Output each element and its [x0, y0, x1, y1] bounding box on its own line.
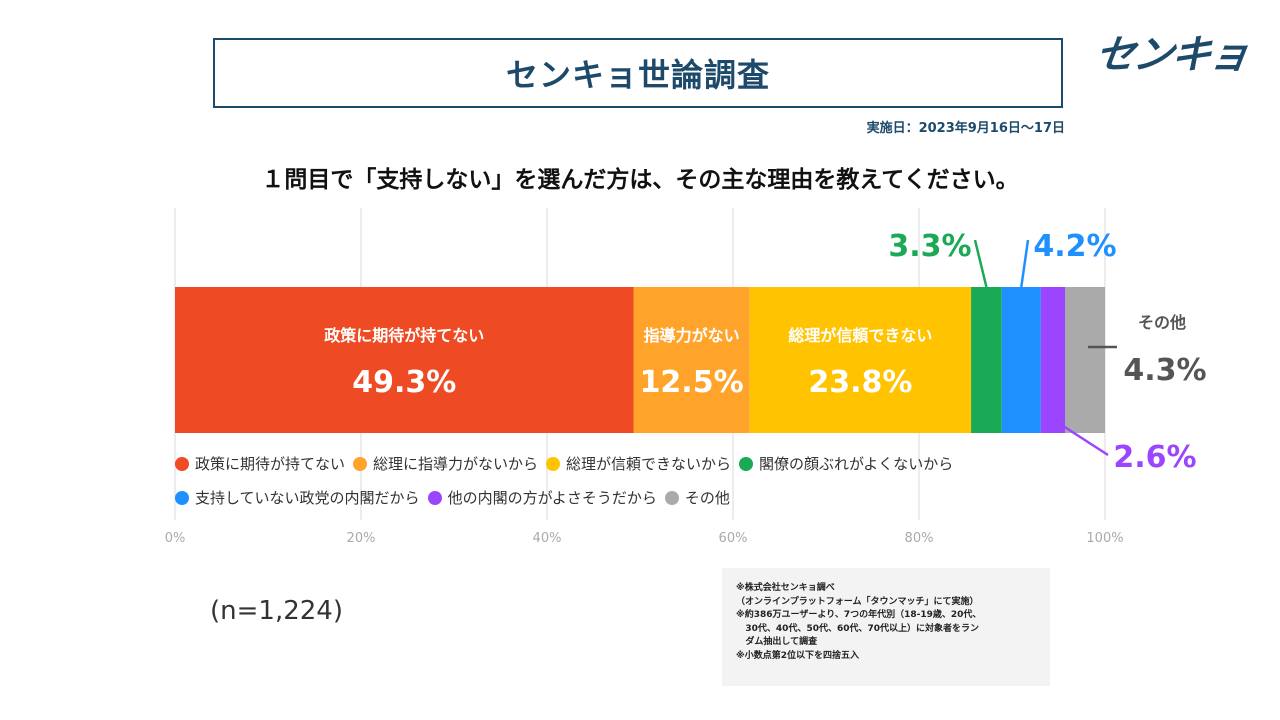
bar-segment [175, 287, 634, 433]
segment-value-label: 23.8% [808, 365, 912, 400]
legend-item: 総理が信頼できないから [546, 448, 731, 480]
segment-category-label: 政策に期待が持てない [324, 326, 484, 345]
data-label: 4.2% [1033, 229, 1116, 264]
legend-item: 総理に指導力がないから [353, 448, 538, 480]
x-tick-label: 60% [719, 531, 748, 546]
bar-segment [1065, 287, 1105, 433]
x-tick-label: 0% [165, 531, 186, 546]
note-line: ダム抽出して調査 [736, 637, 818, 647]
legend-label: 政策に期待が持てない [195, 455, 346, 473]
legend-label: 支持していない政党の内閣だから [195, 489, 420, 507]
note-line: （オンラインプラットフォーム「タウンマッチ」にて実施） [736, 596, 979, 607]
segment-value-label: 49.3% [352, 365, 456, 400]
data-label: 3.3% [888, 229, 971, 264]
legend-swatch [664, 491, 679, 505]
legend-item: 政策に期待が持てない [175, 448, 345, 480]
data-label: 4.3% [1123, 353, 1206, 388]
segment-category-label: 指導力がない [644, 326, 740, 345]
segment-category-label: その他 [1138, 313, 1186, 332]
bar-segment [1001, 287, 1041, 433]
x-tick-label: 20% [347, 531, 376, 546]
bar-segment [633, 287, 750, 433]
legend-label: 閣僚の顔ぶれがよくないから [759, 455, 954, 473]
legend-item: その他 [664, 482, 730, 514]
data-label: 2.6% [1113, 440, 1196, 475]
note-line: ※株式会社センキョ調べ [736, 583, 835, 593]
note-line: ※約386万ユーザーより、7つの年代別（18-19歳、20代、 [736, 610, 982, 620]
bar-segment [749, 287, 972, 433]
legend-swatch [175, 491, 189, 505]
legend-label: その他 [684, 489, 730, 507]
x-tick-label: 100% [1086, 531, 1123, 546]
legend-label: 総理が信頼できないから [566, 455, 732, 473]
legend-label: 総理に指導力がないから [373, 455, 539, 473]
callout-line [1020, 239, 1030, 288]
legend-swatch [546, 457, 561, 471]
segment-category-label: 総理が信頼できない [788, 326, 932, 345]
survey-notes: ※株式会社センキョ調べ （オンラインプラットフォーム「タウンマッチ」にて実施） ※約… [722, 568, 1050, 686]
legend-label: 他の内閣の方がよさそうだから [447, 489, 657, 507]
x-tick-label: 80% [905, 531, 934, 546]
callout-line [1056, 420, 1109, 457]
x-tick-label: 40% [533, 531, 562, 546]
chart-legend: 政策に期待が持てない 総理に指導力がないから 総理が信頼できないから 閣僚の顔ぶれがよ… [175, 448, 1105, 516]
sample-size: (n=1,224) [210, 596, 343, 626]
survey-question: １問目で「支持しない」を選んだ方は、その主な理由を教えてください。 [261, 167, 1019, 193]
note-line: 30代、40代、50代、60代、70代以上）に対象者をラン [736, 623, 980, 634]
callout-line [973, 239, 988, 288]
note-line: ※小数点第2位以下を四捨五入 [736, 650, 860, 661]
legend-swatch [175, 457, 189, 471]
bar-segment [1040, 287, 1066, 433]
survey-date: 実施日：2023年9月16日〜17日 [866, 121, 1065, 136]
legend-item: 他の内閣の方がよさそうだから [427, 482, 657, 514]
legend-item: 閣僚の顔ぶれがよくないから [739, 448, 953, 480]
page-title: センキョ世論調査 [505, 56, 770, 94]
bar-segment [971, 287, 1002, 433]
segment-value-label: 12.5% [640, 365, 744, 400]
title-box: センキョ世論調査 [213, 38, 1063, 108]
legend-swatch [353, 457, 368, 471]
legend-item: 支持していない政党の内閣だから [175, 482, 420, 514]
legend-swatch [427, 491, 442, 505]
legend-swatch [739, 457, 754, 471]
